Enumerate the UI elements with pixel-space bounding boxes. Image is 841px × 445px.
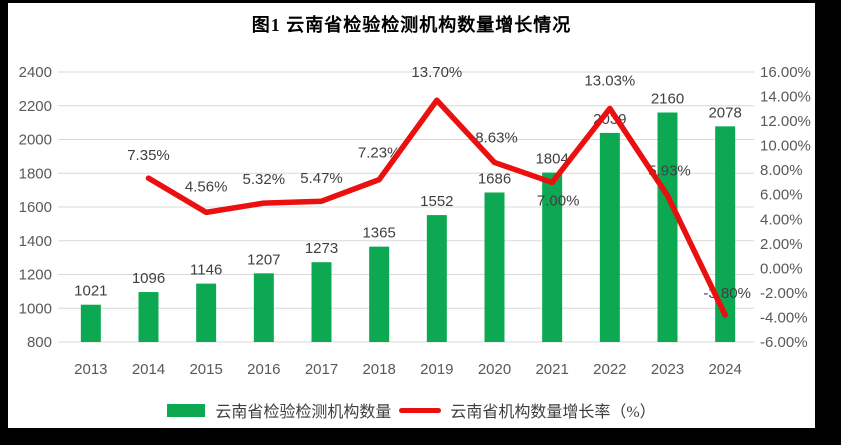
legend-line-swatch xyxy=(399,407,442,413)
y-axis-tick-right: 10.00% xyxy=(760,138,811,155)
bar-2019 xyxy=(426,215,447,342)
rate-label-2021: 7.00% xyxy=(537,192,580,209)
rate-label-2023: 5.93% xyxy=(648,163,691,180)
bar-label-2014: 1096 xyxy=(132,270,165,287)
y-axis-tick-left: 800 xyxy=(27,334,52,351)
x-axis-label: 2024 xyxy=(708,361,741,378)
y-axis-tick-right: 8.00% xyxy=(760,162,803,179)
rate-label-2016: 5.32% xyxy=(243,171,286,188)
x-axis-label: 2015 xyxy=(189,361,222,378)
bar-2013 xyxy=(80,304,101,342)
y-axis-tick-right: 12.00% xyxy=(760,113,811,130)
y-axis-tick-right: -4.00% xyxy=(760,309,808,326)
bar-2020 xyxy=(484,192,505,342)
x-axis-label: 2022 xyxy=(593,361,626,378)
bar-label-2017: 1273 xyxy=(305,240,338,257)
rate-label-2022: 13.03% xyxy=(584,72,635,89)
bar-2018 xyxy=(369,246,390,342)
x-axis-label: 2016 xyxy=(247,361,280,378)
bar-2023 xyxy=(657,112,678,342)
bar-label-2020: 1686 xyxy=(478,170,511,187)
bar-label-2021: 1804 xyxy=(535,151,568,168)
y-axis-tick-right: -6.00% xyxy=(760,334,808,351)
legend-bar-label: 云南省检验检测机构数量 xyxy=(215,404,392,421)
bar-label-2023: 2160 xyxy=(651,91,684,108)
y-axis-tick-left: 1600 xyxy=(19,199,52,216)
bar-label-2013: 1021 xyxy=(74,283,107,300)
rate-label-2014: 7.35% xyxy=(127,147,170,164)
x-axis-label: 2014 xyxy=(132,361,165,378)
y-axis-tick-left: 1200 xyxy=(19,267,52,284)
y-axis-tick-left: 2400 xyxy=(19,64,52,81)
bar-label-2015: 1146 xyxy=(190,262,222,279)
bar-label-2016: 1207 xyxy=(247,251,280,268)
y-axis-tick-right: 16.00% xyxy=(760,64,811,81)
y-axis-tick-right: 2.00% xyxy=(760,236,803,253)
y-axis-tick-left: 1000 xyxy=(19,300,52,317)
x-axis-label: 2020 xyxy=(478,361,511,378)
y-axis-tick-right: 14.00% xyxy=(760,89,811,106)
x-axis-label: 2017 xyxy=(305,361,338,378)
legend: 云南省检验检测机构数量 云南省机构数量增长率（%） xyxy=(8,398,815,422)
bar-label-2019: 1552 xyxy=(420,193,453,210)
bar-2016 xyxy=(253,273,274,342)
rate-label-2018: 7.23% xyxy=(358,145,401,162)
legend-line-label: 云南省机构数量增长率（%） xyxy=(450,404,656,421)
bar-2017 xyxy=(311,262,332,342)
rate-label-2020: 8.63% xyxy=(475,129,518,146)
x-axis-label: 2018 xyxy=(362,361,395,378)
bar-2024 xyxy=(715,126,736,343)
rate-label-2017: 5.47% xyxy=(300,170,343,187)
bar-2022 xyxy=(599,132,620,342)
legend-bar-swatch xyxy=(167,403,206,417)
rate-label-2019: 13.70% xyxy=(411,64,462,81)
bar-2014 xyxy=(138,292,159,342)
rate-label-2015: 4.56% xyxy=(185,178,228,195)
y-axis-tick-right: 4.00% xyxy=(760,211,803,228)
x-axis-label: 2023 xyxy=(651,361,684,378)
x-axis-label: 2019 xyxy=(420,361,453,378)
growth-line xyxy=(145,97,728,318)
y-axis-tick-left: 1400 xyxy=(19,233,52,250)
x-axis-label: 2013 xyxy=(74,361,107,378)
y-axis-tick-right: 6.00% xyxy=(760,187,803,204)
bar-2015 xyxy=(196,283,217,342)
chart-plot: 800 1000 1200 1400 1600 1800 2000 2200 2400 -6.00… xyxy=(19,64,811,378)
y-axis-tick-left: 2000 xyxy=(19,132,52,149)
y-axis-tick-left: 1800 xyxy=(19,165,52,182)
chart-title: 图1 云南省检验检测机构数量增长情况 xyxy=(251,15,572,35)
y-axis-tick-right: -2.00% xyxy=(760,285,808,302)
chart-canvas: 图1 云南省检验检测机构数量增长情况 800 1000 1200 1400 1600 18… xyxy=(8,3,815,428)
x-axis-label: 2021 xyxy=(535,361,568,378)
y-axis-tick-left: 2200 xyxy=(19,98,52,115)
bar-2021 xyxy=(542,172,563,342)
y-axis-tick-right: 0.00% xyxy=(760,260,803,277)
bar-label-2018: 1365 xyxy=(362,225,395,242)
bar-label-2024: 2078 xyxy=(708,104,741,121)
